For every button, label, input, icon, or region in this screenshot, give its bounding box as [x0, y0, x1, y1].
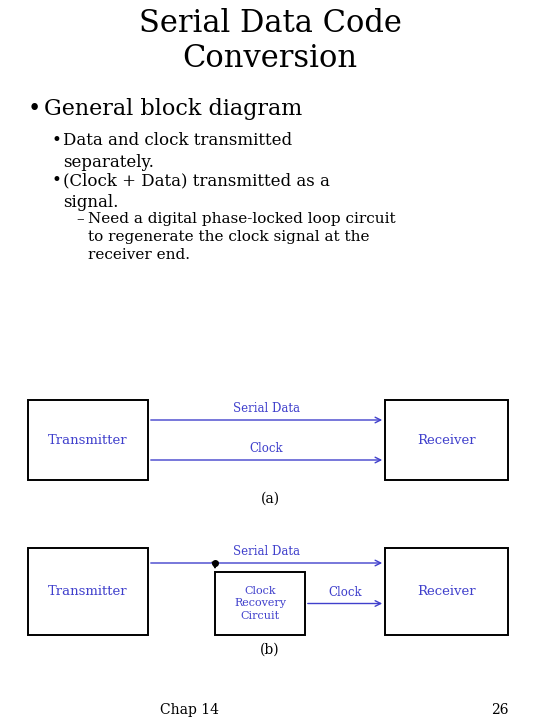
Text: Need a digital phase-locked loop circuit
to regenerate the clock signal at the
r: Need a digital phase-locked loop circuit…	[88, 212, 396, 261]
Text: Serial Data Code
Conversion: Serial Data Code Conversion	[139, 8, 401, 73]
Bar	[385, 548, 508, 635]
Text: Transmitter: Transmitter	[48, 585, 128, 598]
Text: (a): (a)	[260, 492, 280, 506]
Text: Data and clock transmitted
separately.: Data and clock transmitted separately.	[63, 132, 292, 171]
Text: Receiver: Receiver	[417, 433, 476, 446]
Bar	[28, 400, 148, 480]
Text: General block diagram: General block diagram	[44, 98, 302, 120]
Text: Chap 14: Chap 14	[160, 703, 219, 717]
Text: Serial Data: Serial Data	[233, 545, 300, 558]
Text: •: •	[52, 172, 62, 189]
Text: •: •	[52, 132, 62, 149]
Text: 26: 26	[491, 703, 509, 717]
Text: (b): (b)	[260, 643, 280, 657]
Text: –: –	[76, 212, 84, 226]
Bar	[28, 548, 148, 635]
Text: Transmitter: Transmitter	[48, 433, 128, 446]
Text: Clock
Recovery
Circuit: Clock Recovery Circuit	[234, 586, 286, 621]
Text: Serial Data: Serial Data	[233, 402, 300, 415]
Text: Clock: Clock	[328, 585, 362, 598]
Bar	[215, 572, 305, 635]
Text: Clock: Clock	[249, 442, 284, 455]
Text: •: •	[28, 98, 41, 120]
Text: (Clock + Data) transmitted as a
signal.: (Clock + Data) transmitted as a signal.	[63, 172, 330, 210]
Text: Receiver: Receiver	[417, 585, 476, 598]
Bar	[385, 400, 508, 480]
